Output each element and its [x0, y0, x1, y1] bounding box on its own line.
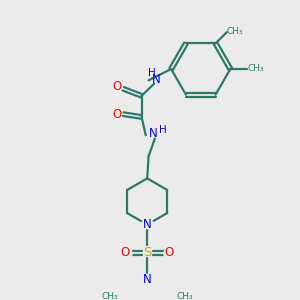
Text: S: S	[143, 246, 152, 259]
Text: N: N	[148, 127, 157, 140]
Text: N: N	[152, 73, 161, 86]
Text: N: N	[143, 273, 152, 286]
Text: H: H	[148, 68, 155, 78]
Text: CH₃: CH₃	[248, 64, 264, 73]
Text: N: N	[143, 218, 152, 231]
Text: CH₃: CH₃	[227, 27, 244, 36]
Text: CH₃: CH₃	[101, 292, 118, 300]
Text: H: H	[159, 124, 167, 135]
Text: O: O	[112, 108, 122, 121]
Text: O: O	[121, 246, 130, 259]
Text: O: O	[164, 246, 173, 259]
Text: CH₃: CH₃	[176, 292, 193, 300]
Text: O: O	[112, 80, 122, 93]
